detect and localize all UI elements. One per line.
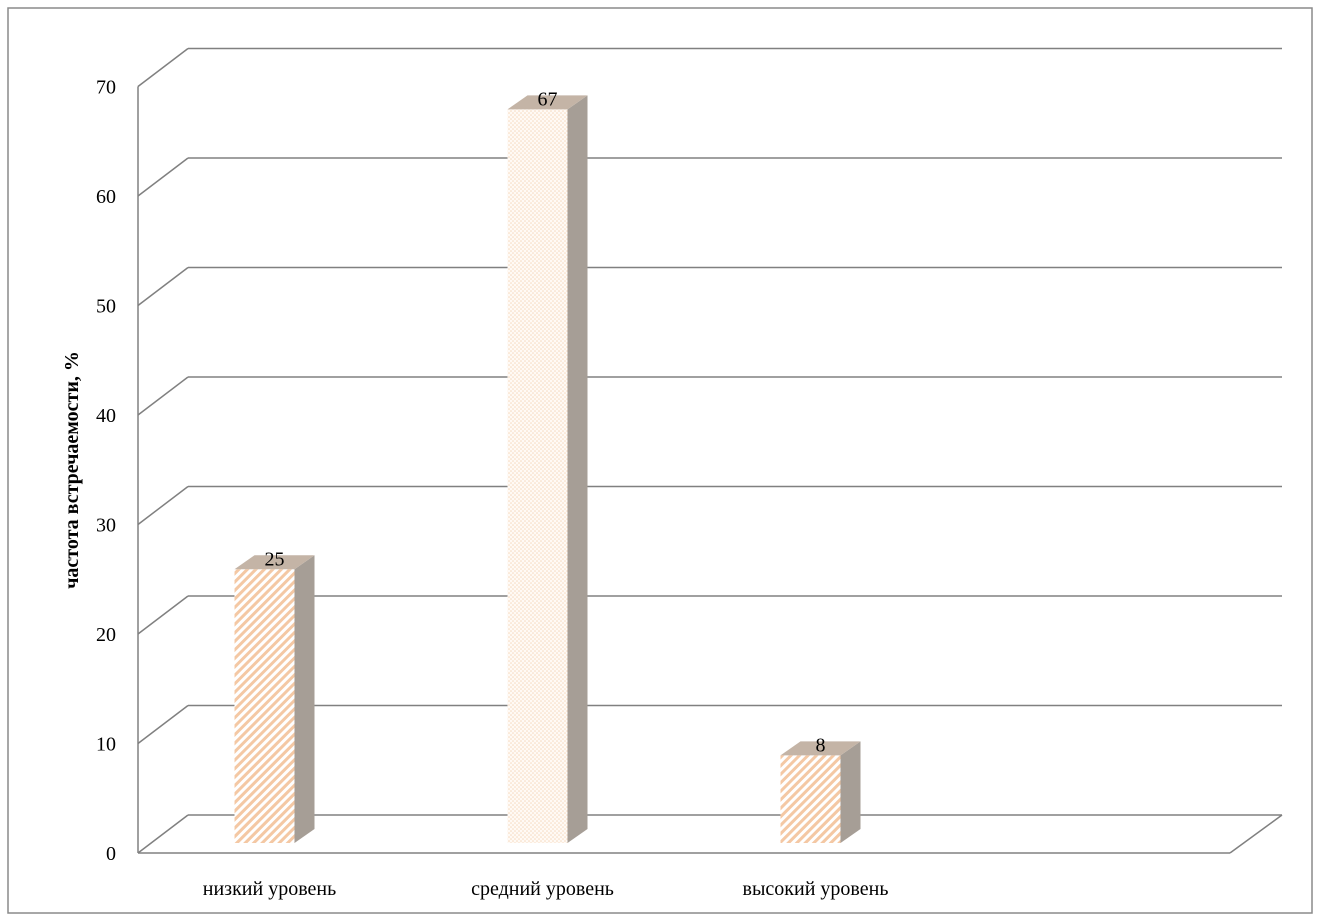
bar-top — [234, 555, 315, 570]
data-label: 8 — [816, 734, 826, 756]
x-tick-label: низкий уровень — [203, 878, 336, 900]
bar — [780, 755, 841, 843]
data-label: 25 — [265, 548, 285, 570]
gridline-wall-4 — [137, 376, 189, 416]
gridline-wall-6 — [137, 157, 189, 197]
gridline-wall-2 — [137, 595, 189, 635]
labels-layer: 0 10 20 30 40 50 60 70 низкий уровень 25 средний у… — [96, 77, 888, 901]
gridline-wall-3 — [137, 485, 189, 526]
bar-side — [294, 555, 315, 843]
y-tick-label: 30 — [96, 515, 116, 537]
y-tick-label: 60 — [96, 186, 116, 208]
bar — [507, 109, 568, 844]
x-tick-label: высокий уровень — [743, 878, 889, 900]
bar-top — [507, 95, 588, 110]
gridline-wall-7 — [137, 47, 189, 88]
y-tick-label: 50 — [96, 296, 116, 318]
bar-side — [567, 95, 588, 844]
y-axis-title: частота встречаемости, % — [61, 351, 83, 589]
y-tick-label: 10 — [96, 734, 116, 756]
gridline-wall-1 — [137, 704, 189, 745]
y-tick-label: 0 — [106, 843, 116, 865]
floor-right-edge — [1229, 814, 1283, 854]
bar-side — [840, 741, 861, 843]
x-tick-label: средний уровень — [471, 878, 614, 900]
grid-layer — [137, 47, 1283, 854]
bars-layer — [234, 95, 861, 844]
y-tick-label: 20 — [96, 624, 116, 646]
bar — [234, 569, 295, 843]
gridline-wall-5 — [137, 266, 189, 307]
y-tick-label: 40 — [96, 405, 116, 427]
data-label: 67 — [538, 88, 558, 110]
y-tick-label: 70 — [96, 77, 116, 99]
bar-top — [780, 741, 861, 756]
chart-border — [7, 7, 1313, 914]
gridline-wall-0 — [137, 814, 189, 854]
